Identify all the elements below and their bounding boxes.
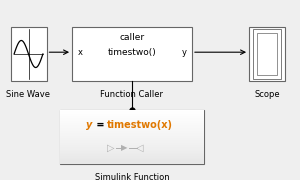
Bar bbox=[11, 27, 46, 81]
Text: y: y bbox=[86, 120, 92, 130]
Text: ◁: ◁ bbox=[136, 143, 143, 153]
Text: timestwo(): timestwo() bbox=[108, 48, 156, 57]
Bar bbox=[72, 27, 192, 81]
Text: =: = bbox=[93, 120, 108, 130]
Text: Sine Wave: Sine Wave bbox=[7, 90, 50, 99]
Text: Simulink Function: Simulink Function bbox=[95, 173, 169, 180]
Bar bbox=[257, 33, 277, 75]
Text: timestwo(x): timestwo(x) bbox=[106, 120, 172, 130]
Bar bbox=[249, 27, 285, 81]
Text: y: y bbox=[182, 48, 187, 57]
Text: x: x bbox=[77, 48, 83, 57]
Text: Scope: Scope bbox=[254, 90, 280, 99]
Text: caller: caller bbox=[119, 33, 145, 42]
Bar bbox=[60, 110, 204, 164]
Text: Function Caller: Function Caller bbox=[100, 90, 164, 99]
Text: ▶: ▶ bbox=[121, 143, 128, 152]
Bar bbox=[253, 29, 281, 79]
Text: ▷: ▷ bbox=[107, 143, 115, 153]
